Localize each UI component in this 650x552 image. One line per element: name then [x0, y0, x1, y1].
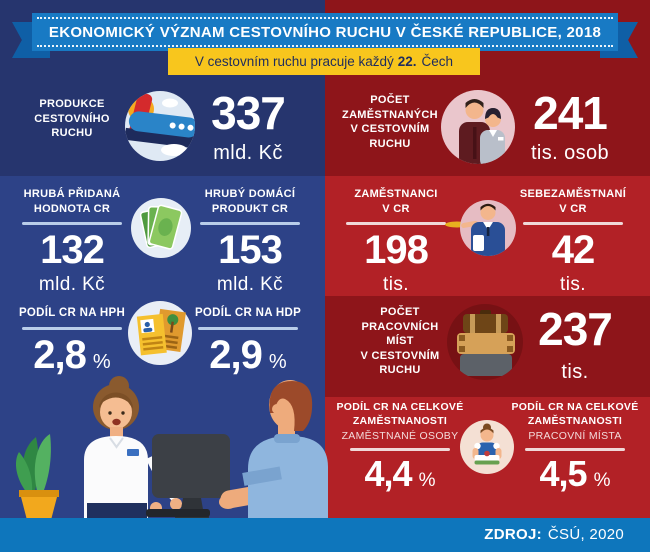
divider — [22, 327, 122, 331]
receptionist — [84, 376, 183, 519]
banknotes-icon — [130, 197, 192, 264]
travel-documents-icon — [127, 300, 193, 371]
share-persons-sublabel: ZAMĚSTNANÉ OSOBY — [341, 429, 459, 442]
employees-value: 198 — [364, 228, 429, 273]
subtitle-highlight: 22. — [397, 54, 417, 69]
share-gva-stat: PODÍL CR NA HPH 2,8% — [12, 306, 132, 375]
employed-value: 241 — [533, 87, 608, 139]
jobs-label: POČET PRACOVNÍCH MÍST V CESTOVNÍM RUCHU — [360, 306, 440, 377]
share-jobs-value: 4,5 — [539, 452, 588, 494]
share-jobs-sublabel: PRACOVNÍ MÍSTA — [528, 429, 622, 442]
employees-unit: tis. — [383, 274, 409, 296]
page-title: EKONOMICKÝ VÝZNAM CESTOVNÍHO RUCHU V ČES… — [48, 23, 602, 41]
source-label: ZDROJ: — [484, 526, 542, 543]
share-persons-stat: PODÍL CR NA CELKOVÉ ZAMĚSTNANOSTI ZAMĚST… — [334, 401, 466, 492]
divider — [350, 447, 450, 451]
self-employed-value: 42 — [551, 228, 596, 273]
reception-desk-source-bar — [0, 518, 650, 552]
computer-monitor — [146, 434, 230, 519]
share-persons-label: PODÍL CR NA CELKOVÉ ZAMĚSTNANOSTI — [336, 401, 464, 427]
hotel-staff-icon — [440, 89, 516, 170]
divider — [198, 327, 298, 331]
divider — [523, 222, 623, 226]
title-ribbon: EKONOMICKÝ VÝZNAM CESTOVNÍHO RUCHU V ČES… — [32, 13, 618, 51]
jobs-value: 237 — [538, 303, 613, 355]
share-gdp-value: 2,9 — [209, 333, 263, 378]
share-jobs-label: PODÍL CR NA CELKOVÉ ZAMĚSTNANOSTI — [511, 401, 639, 427]
divider — [346, 222, 446, 226]
gdp-unit: mld. Kč — [216, 274, 284, 296]
gva-value: 132 — [40, 228, 105, 273]
share-gva-label: PODÍL CR NA HPH — [18, 307, 126, 319]
employed-unit: tis. osob — [530, 142, 610, 164]
self-employed-label: SEBEZAMĚSTNANÍ V CR — [519, 188, 627, 215]
share-jobs-unit: % — [593, 469, 611, 491]
employed-label: POČET ZAMĚSTNANÝCH V CESTOVNÍM RUCHU — [342, 94, 438, 150]
employees-label: ZAMĚSTNANCI V CR — [354, 188, 438, 215]
plant — [15, 434, 59, 520]
chambermaid-icon — [459, 419, 515, 480]
jobs-unit: tis. — [561, 361, 589, 383]
gdp-label: HRUBÝ DOMÁCÍ PRODUKT CR — [204, 188, 296, 215]
jobs-value-block: 237 tis. — [525, 306, 625, 384]
self-employed-unit: tis. — [560, 274, 586, 296]
employees-stat: ZAMĚSTNANCI V CR 198 tis. — [339, 187, 453, 296]
source-credit: ZDROJ: ČSÚ, 2020 — [484, 518, 624, 552]
reception-illustration — [15, 376, 328, 520]
divider — [525, 447, 625, 451]
subtitle-banner: V cestovním ruchu pracuje každý 22. Čech — [168, 48, 480, 75]
share-jobs-stat: PODÍL CR NA CELKOVÉ ZAMĚSTNANOSTI PRACOV… — [509, 401, 641, 492]
gdp-value: 153 — [218, 228, 283, 273]
customer — [219, 380, 328, 518]
source-value: ČSÚ, 2020 — [547, 526, 624, 543]
subtitle-prefix: V cestovním ruchu pracuje každý — [194, 54, 394, 69]
production-unit: mld. Kč — [213, 142, 283, 164]
share-gdp-label: PODÍL CR NA HDP — [194, 307, 302, 319]
production-label: PRODUKCE CESTOVNÍHO RUCHU — [34, 98, 110, 140]
gva-label: HRUBÁ PŘIDANÁ HODNOTA CR — [23, 188, 121, 215]
share-gdp-unit: % — [268, 351, 287, 374]
share-gva-value: 2,8 — [33, 333, 87, 378]
share-gva-unit: % — [92, 351, 111, 374]
production-value: 337 — [211, 87, 286, 139]
gdp-stat: HRUBÝ DOMÁCÍ PRODUKT CR 153 mld. Kč — [193, 187, 307, 296]
waiter-icon — [444, 199, 518, 264]
share-persons-value: 4,4 — [364, 452, 413, 494]
production-value-block: 337 mld. Kč — [198, 90, 298, 165]
subtitle-suffix: Čech — [421, 54, 454, 69]
gva-stat: HRUBÁ PŘIDANÁ HODNOTA CR 132 mld. Kč — [15, 187, 129, 296]
suitcases-icon — [445, 302, 525, 387]
self-employed-stat: SEBEZAMĚSTNANÍ V CR 42 tis. — [516, 187, 630, 296]
divider — [200, 222, 300, 226]
gva-unit: mld. Kč — [38, 274, 106, 296]
airplane-icon — [124, 90, 196, 167]
divider — [22, 222, 122, 226]
employed-value-block: 241 tis. osob — [520, 90, 620, 165]
share-persons-unit: % — [418, 469, 436, 491]
share-gdp-stat: PODÍL CR NA HDP 2,9% — [188, 306, 308, 375]
